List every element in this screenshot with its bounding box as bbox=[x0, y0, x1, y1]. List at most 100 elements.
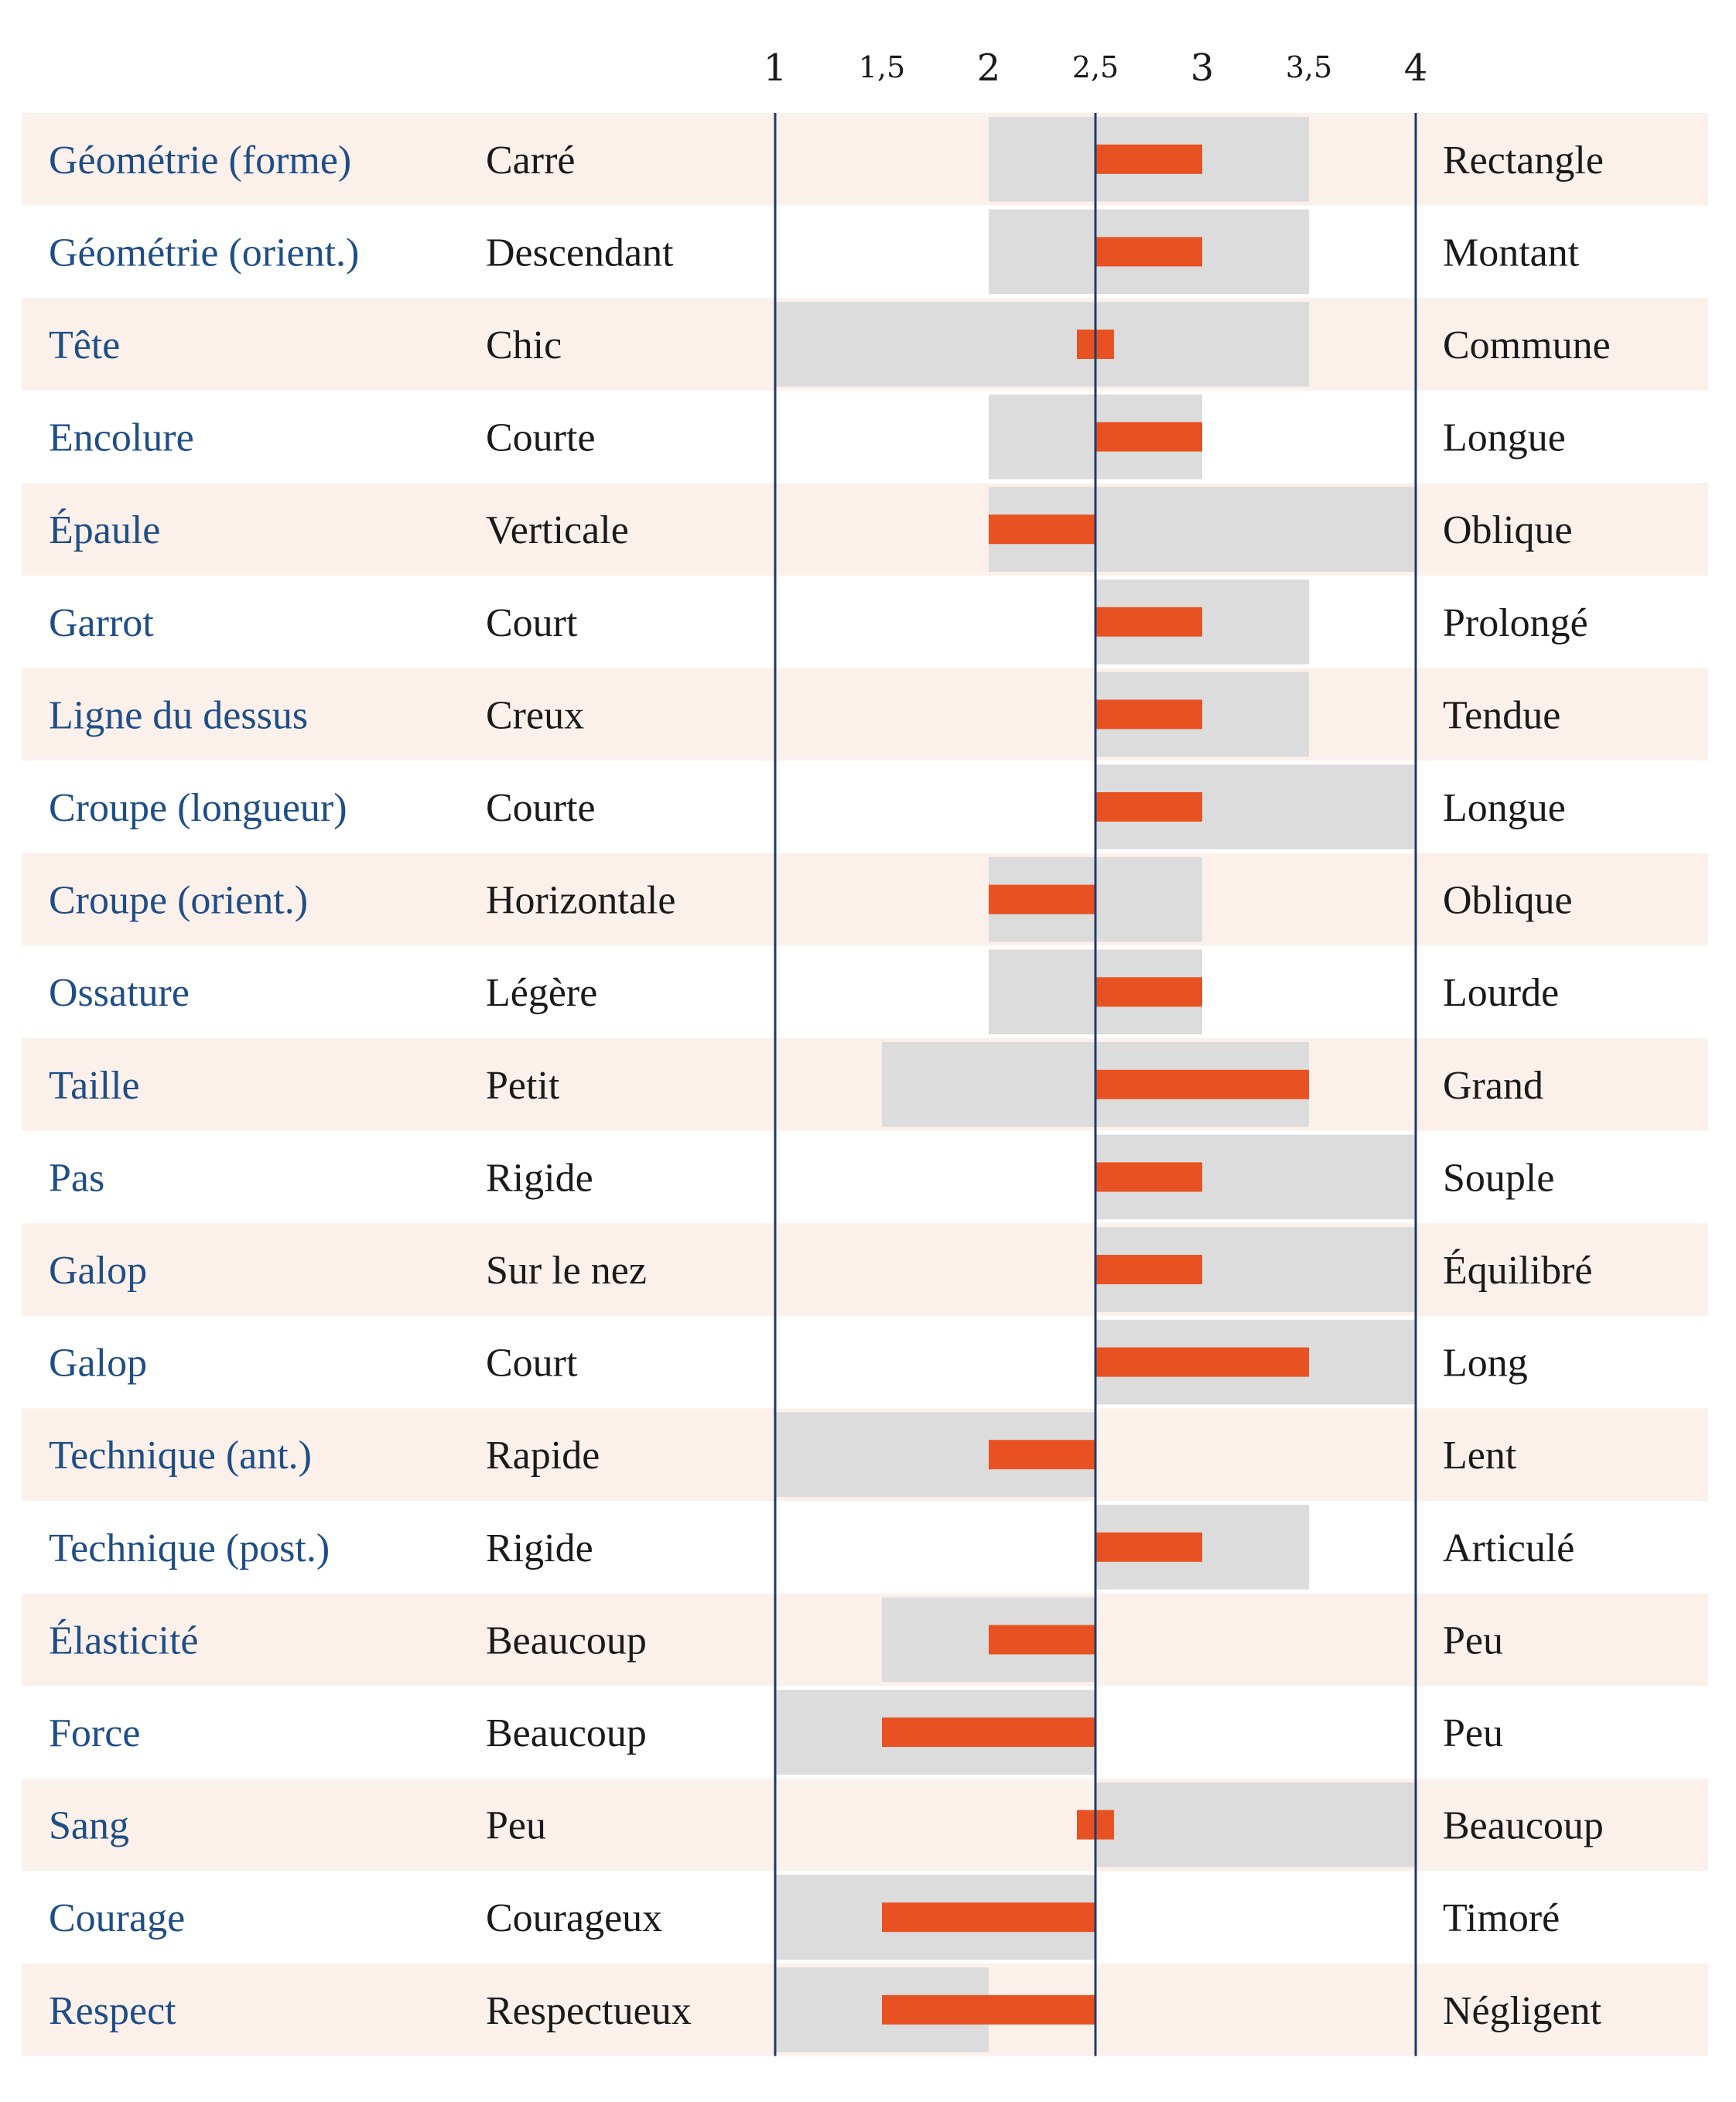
value-bar bbox=[989, 514, 1095, 545]
trait-label: Tête bbox=[49, 323, 120, 367]
low-pole-label: Creux bbox=[486, 693, 584, 737]
value-bar bbox=[1095, 607, 1202, 637]
trait-label: Taille bbox=[49, 1064, 140, 1108]
row-stripe bbox=[22, 1223, 1708, 1316]
value-bar bbox=[882, 1902, 1095, 1933]
value-bar bbox=[1095, 1255, 1202, 1284]
trait-label: Épaule bbox=[49, 508, 160, 552]
axis-lines bbox=[774, 113, 1417, 2056]
high-pole-label: Longue bbox=[1443, 786, 1566, 830]
low-pole-label: Courte bbox=[486, 416, 596, 460]
row-stripe bbox=[22, 113, 1708, 206]
low-pole-label: Horizontale bbox=[486, 879, 675, 923]
high-pole-label: Équilibré bbox=[1443, 1248, 1593, 1293]
value-bar bbox=[1095, 237, 1202, 267]
trait-label: Géométrie (orient.) bbox=[49, 231, 359, 275]
trait-label: Garrot bbox=[49, 601, 154, 645]
low-pole-label: Rapide bbox=[486, 1434, 600, 1478]
high-pole-label: Lent bbox=[1443, 1434, 1517, 1478]
value-bars bbox=[882, 144, 1309, 2025]
low-pole-label: Petit bbox=[486, 1064, 560, 1108]
tick-label: 2,5 bbox=[1072, 50, 1119, 84]
low-pole-label: Peu bbox=[486, 1804, 546, 1848]
trait-label: Technique (ant.) bbox=[49, 1434, 312, 1478]
value-bar bbox=[1095, 1347, 1309, 1377]
row-stripe bbox=[22, 1038, 1708, 1131]
low-pole-label: Court bbox=[486, 601, 578, 645]
value-bar bbox=[882, 1717, 1095, 1747]
high-pole-label: Oblique bbox=[1443, 879, 1573, 923]
row-labels: Géométrie (forme) Carré Rectangle Géométrie… bbox=[49, 138, 1611, 2033]
value-bar bbox=[989, 1625, 1095, 1655]
high-pole-label: Beaucoup bbox=[1443, 1804, 1604, 1848]
high-pole-label: Oblique bbox=[1443, 508, 1573, 552]
high-pole-label: Timoré bbox=[1443, 1896, 1560, 1940]
row-stripe bbox=[22, 483, 1708, 576]
high-pole-label: Tendue bbox=[1443, 693, 1560, 737]
low-pole-label: Carré bbox=[486, 138, 575, 183]
value-bar bbox=[989, 884, 1095, 914]
range-band bbox=[1095, 1782, 1416, 1868]
trait-label: Force bbox=[49, 1711, 140, 1755]
low-pole-label: Beaucoup bbox=[486, 1618, 647, 1663]
low-pole-label: Légère bbox=[486, 971, 597, 1015]
low-pole-label: Respectueux bbox=[486, 1989, 692, 2033]
tick-label: 1 bbox=[764, 46, 788, 90]
value-bar bbox=[1095, 977, 1202, 1007]
high-pole-label: Peu bbox=[1443, 1711, 1503, 1755]
trait-label: Ossature bbox=[49, 971, 190, 1015]
low-pole-label: Descendant bbox=[486, 231, 674, 275]
trait-label: Sang bbox=[49, 1804, 129, 1848]
trait-label: Encolure bbox=[49, 416, 194, 460]
row-stripe bbox=[22, 1593, 1708, 1687]
high-pole-label: Lourde bbox=[1443, 971, 1559, 1015]
low-pole-label: Rigide bbox=[486, 1156, 593, 1200]
high-pole-label: Grand bbox=[1443, 1064, 1543, 1108]
value-bar bbox=[1095, 144, 1202, 174]
value-bar bbox=[1095, 1162, 1202, 1192]
low-pole-label: Sur le nez bbox=[486, 1249, 647, 1293]
trait-label: Galop bbox=[49, 1342, 147, 1386]
high-pole-label: Peu bbox=[1443, 1618, 1503, 1663]
range-band bbox=[775, 302, 1309, 387]
trait-label: Croupe (longueur) bbox=[49, 786, 347, 830]
value-bar bbox=[1095, 792, 1202, 822]
value-bar bbox=[989, 1440, 1095, 1470]
tick-labels: 1 1,5 2 2,5 3 3,5 4 bbox=[764, 46, 1428, 90]
value-bar bbox=[882, 1994, 1095, 2025]
high-pole-label: Souple bbox=[1443, 1156, 1554, 1200]
high-pole-label: Prolongé bbox=[1443, 601, 1588, 645]
trait-label: Pas bbox=[49, 1156, 104, 1200]
trait-label: Technique (post.) bbox=[49, 1526, 330, 1571]
row-stripe bbox=[22, 668, 1708, 761]
tick-label: 3 bbox=[1191, 46, 1215, 90]
row-stripe bbox=[22, 1778, 1708, 1871]
row-stripe bbox=[22, 853, 1708, 946]
high-pole-label: Rectangle bbox=[1443, 138, 1604, 183]
value-bar bbox=[1095, 1532, 1202, 1562]
low-pole-label: Beaucoup bbox=[486, 1711, 647, 1755]
tick-label: 3,5 bbox=[1286, 50, 1332, 84]
value-bar bbox=[1095, 699, 1202, 730]
value-bar bbox=[1095, 422, 1202, 452]
trait-label: Respect bbox=[49, 1989, 176, 2033]
trait-label: Élasticité bbox=[49, 1618, 198, 1663]
high-pole-label: Négligent bbox=[1443, 1989, 1602, 2033]
low-pole-label: Courte bbox=[486, 786, 596, 830]
tick-label: 1,5 bbox=[859, 50, 905, 84]
high-pole-label: Montant bbox=[1443, 231, 1580, 275]
high-pole-label: Longue bbox=[1443, 416, 1566, 460]
trait-label: Galop bbox=[49, 1249, 147, 1293]
low-pole-label: Court bbox=[486, 1342, 578, 1386]
tick-label: 4 bbox=[1404, 46, 1428, 90]
trait-label: Géométrie (forme) bbox=[49, 138, 351, 183]
tick-label: 2 bbox=[977, 46, 1001, 90]
low-pole-label: Rigide bbox=[486, 1526, 593, 1571]
trait-label: Courage bbox=[49, 1896, 185, 1940]
high-pole-label: Long bbox=[1443, 1342, 1528, 1386]
trait-label: Croupe (orient.) bbox=[49, 879, 308, 923]
trait-label: Ligne du dessus bbox=[49, 693, 308, 737]
high-pole-label: Commune bbox=[1443, 323, 1611, 367]
value-bar bbox=[1095, 1069, 1309, 1099]
